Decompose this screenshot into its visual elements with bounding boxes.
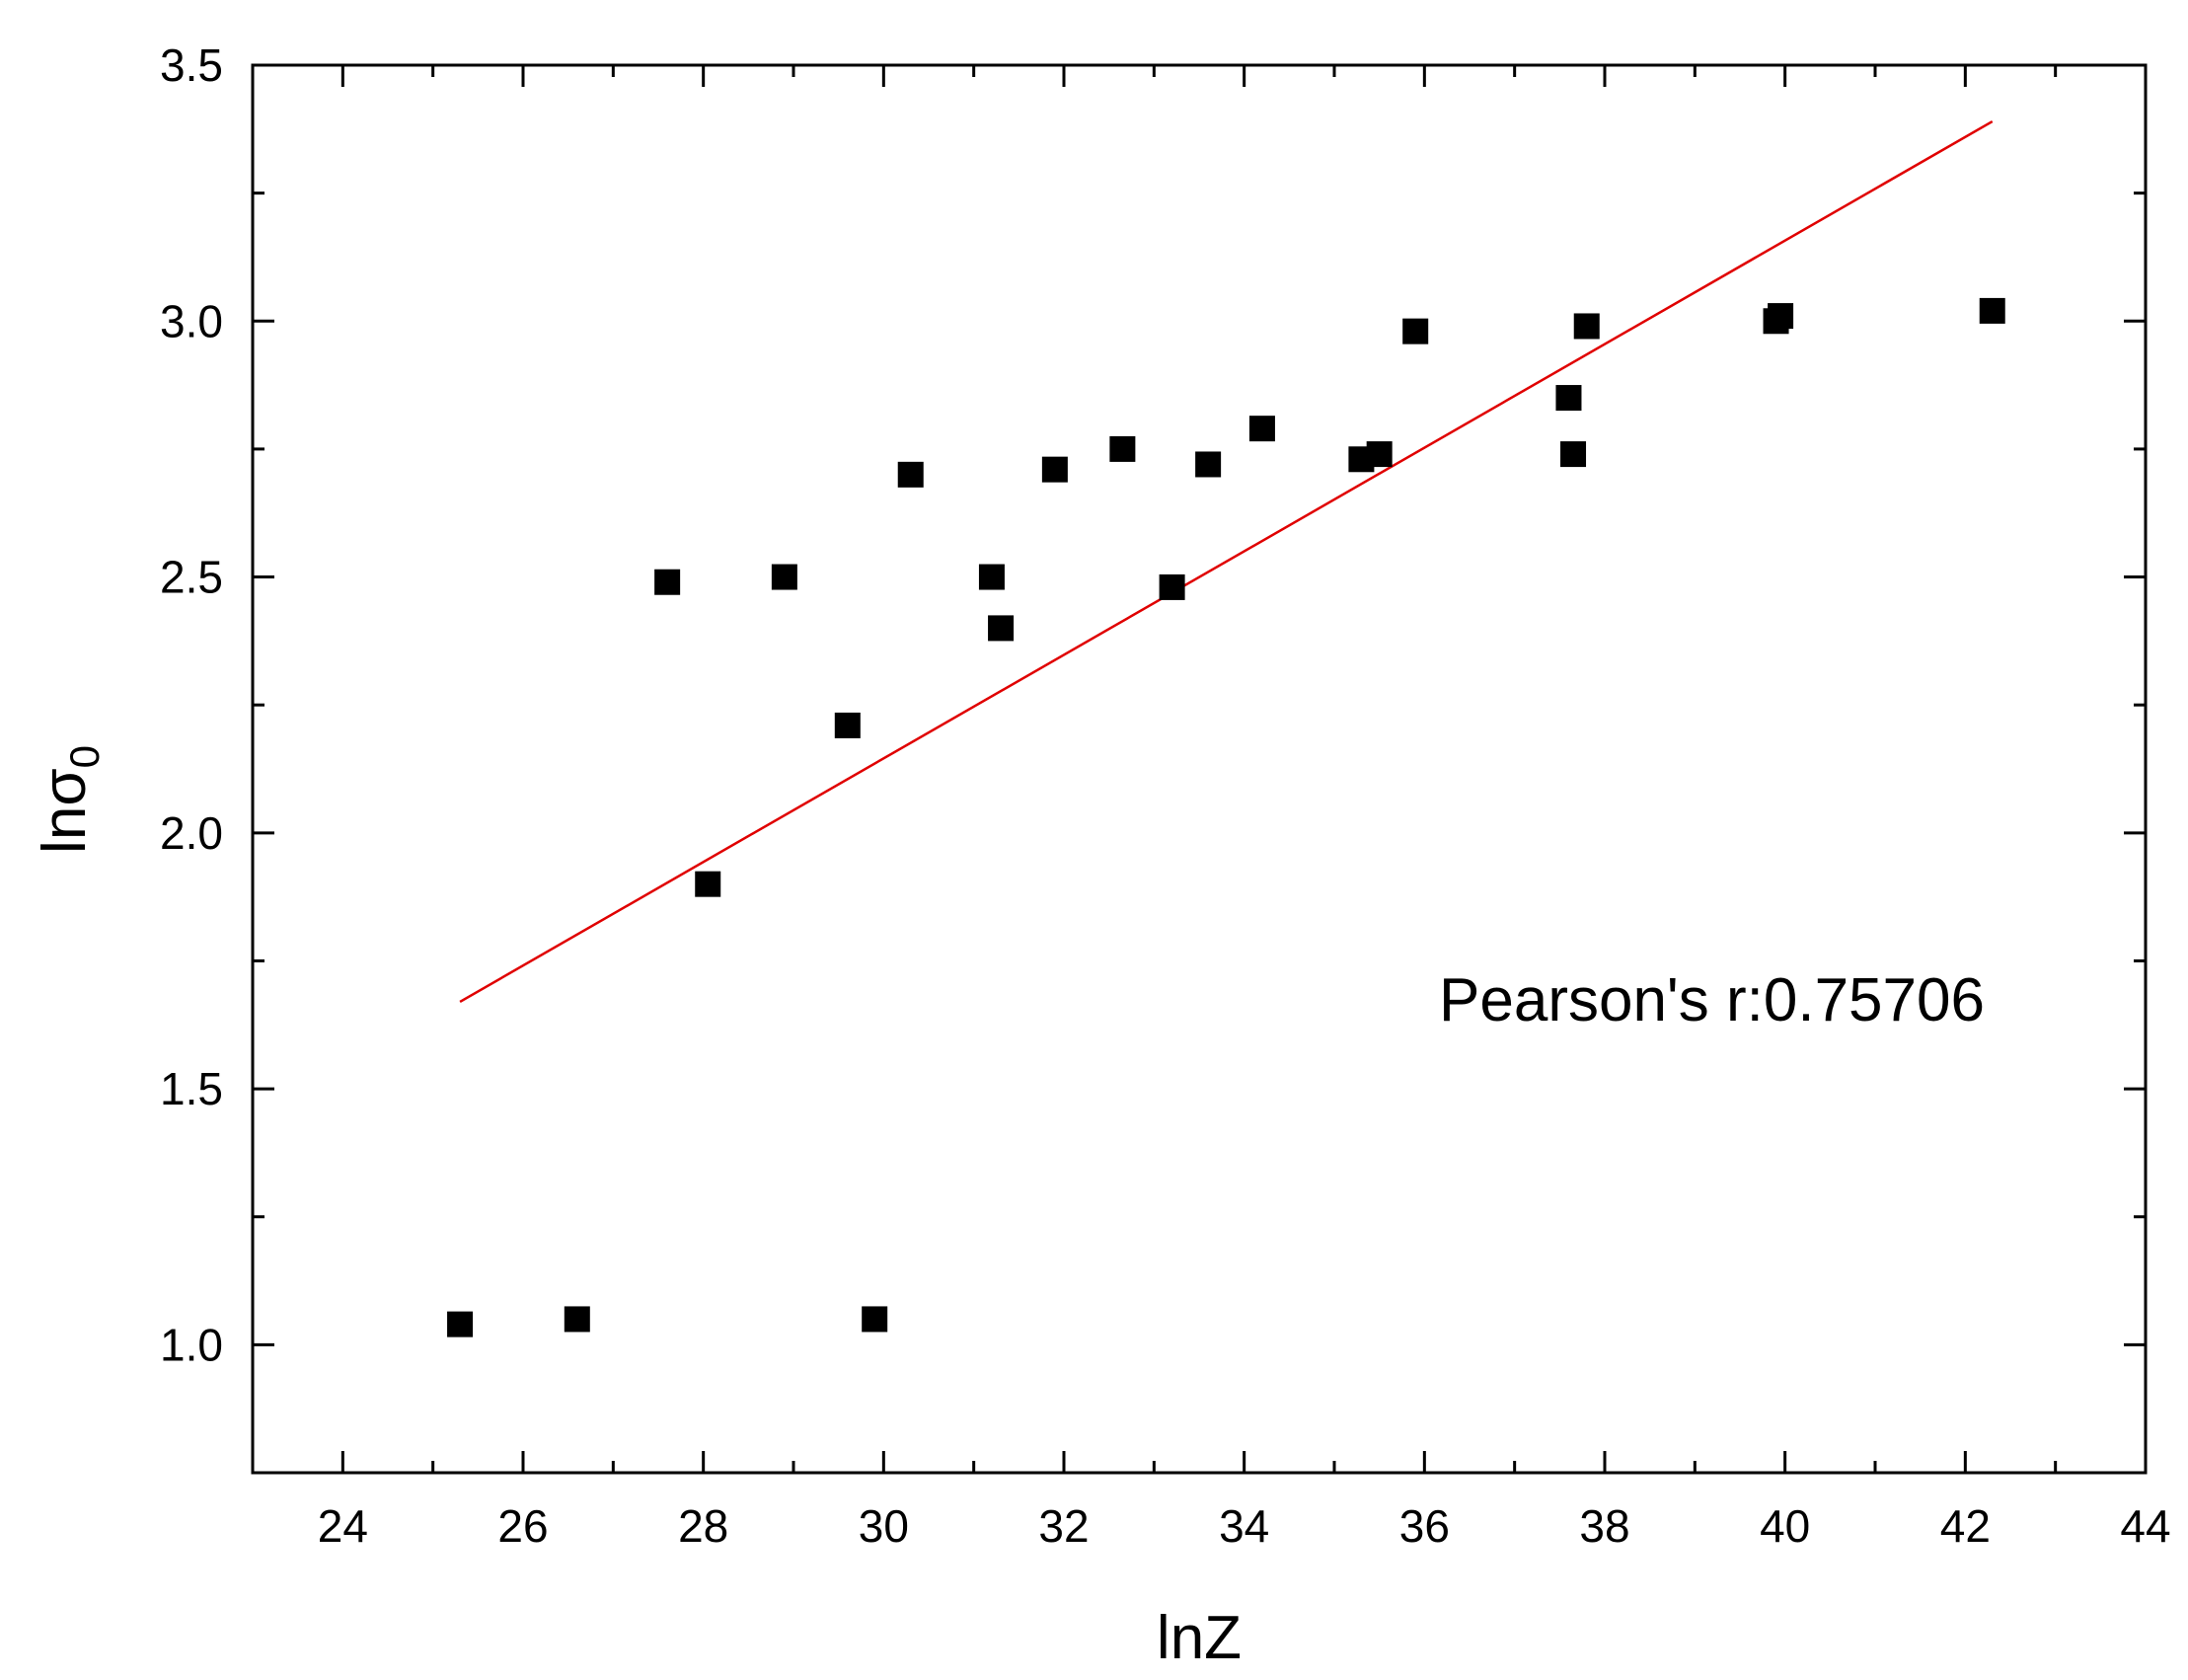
x-tick-label: 26 [497,1500,548,1552]
annotation-pearson: Pearson's r:0.75706 [1439,966,1985,1034]
x-tick-label: 24 [318,1500,368,1552]
data-point [1248,416,1275,442]
svg-text:lnσ0: lnσ0 [31,745,108,854]
data-point [1402,318,1429,344]
data-point [1768,303,1794,330]
plot-frame [251,63,2148,1475]
x-tick-label: 32 [1038,1500,1089,1552]
x-tick-label: 38 [1579,1500,1629,1552]
y-axis-title: lnσ0 [31,745,108,854]
data-point [1159,573,1185,600]
x-tick-label: 30 [859,1500,909,1552]
y-axis-title-main: lnσ [31,768,99,854]
y-tick-label: 3.0 [160,295,223,346]
data-point [654,569,681,595]
data-point [1041,456,1068,483]
data-point [1109,435,1136,462]
data-points [447,297,2005,1337]
y-tick-label: 2.5 [160,552,223,603]
y-axis-title-subscript: 0 [61,745,108,768]
x-axis-ticks: 24 26 28 30 32 34 36 38 40 42 44 [318,65,2171,1552]
y-tick-label: 2.0 [160,807,223,859]
fit-line-layer [459,119,1994,1004]
y-tick-label: 1.5 [160,1063,223,1114]
y-axis-ticks: 1.0 1.5 2.0 2.5 3.0 3.5 [160,39,2146,1370]
data-point [1573,313,1600,340]
x-tick-label: 42 [1940,1500,1991,1552]
x-tick-label: 40 [1760,1500,1810,1552]
data-point [862,1306,888,1333]
data-point [771,564,797,590]
data-point [1195,451,1222,478]
y-tick-label: 1.0 [160,1319,223,1370]
x-tick-label: 28 [678,1500,728,1552]
y-tick-label: 3.5 [160,39,223,91]
data-point [988,615,1015,642]
data-point [978,564,1005,590]
data-point [1979,297,2005,324]
x-tick-label: 36 [1399,1500,1450,1552]
data-point [564,1306,590,1333]
data-point [897,461,924,488]
x-tick-label: 44 [2120,1500,2170,1552]
data-point [447,1311,474,1337]
data-point [834,712,861,738]
data-point [1560,441,1587,468]
fit-line [459,119,1994,1004]
data-point [1555,385,1582,412]
x-tick-label: 34 [1219,1500,1269,1552]
x-axis-title: lnZ [1157,1604,1242,1672]
data-point [1366,441,1393,468]
data-point [695,871,721,897]
